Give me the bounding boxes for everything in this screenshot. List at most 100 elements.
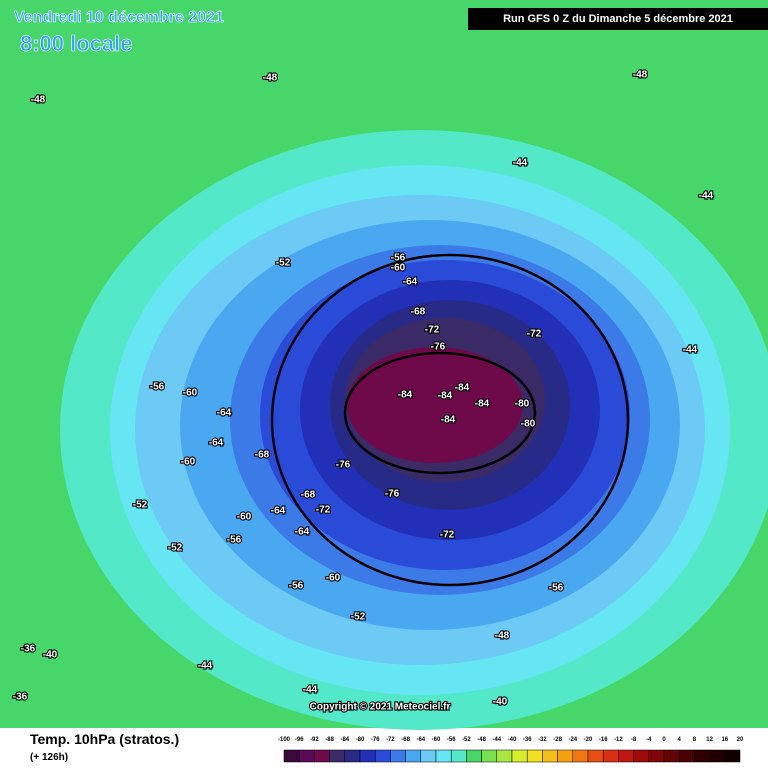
- contour-label: -52: [351, 612, 366, 623]
- legend-swatch: [481, 749, 498, 763]
- legend-tick-label: -92: [310, 737, 319, 743]
- temperature-field: [60, 130, 768, 730]
- legend-tick-label: -72: [386, 737, 395, 743]
- legend-swatch: [678, 749, 695, 763]
- legend-tick-label: -36: [523, 737, 532, 743]
- contour-label: -64: [271, 506, 286, 517]
- contour-label: -80: [521, 419, 536, 430]
- contour-labels: -84 -84-84-84-84-80-80-76-72 -72-68-64-60-…: [12, 69, 715, 709]
- contour-label: -84: [441, 415, 456, 426]
- contour-label: -56: [391, 253, 406, 264]
- legend-tick-label: 16: [721, 737, 728, 743]
- contour-line: [270, 253, 630, 587]
- legend-tick-label: -56: [447, 737, 456, 743]
- legend-tick-label: -64: [416, 737, 425, 743]
- contour-label: -52: [276, 258, 291, 269]
- legend-swatch: [496, 749, 513, 763]
- legend-swatch: [724, 749, 741, 763]
- contour-label: -84: [398, 390, 413, 401]
- contour-label: -84: [438, 391, 453, 402]
- legend-swatch: [314, 749, 330, 763]
- legend-swatch: [359, 749, 376, 763]
- parameter: Temp. 10hPa (stratos.): [30, 731, 179, 747]
- legend-swatch: [709, 749, 726, 763]
- contour-label: -76: [431, 342, 446, 353]
- contour-label: -68: [411, 307, 426, 318]
- local-time: 8:00 locale: [20, 31, 133, 56]
- contour-label: -40: [43, 650, 58, 661]
- contour-label: -60: [237, 512, 252, 523]
- contour-label: -52: [133, 500, 148, 511]
- contour-label: -48: [495, 631, 510, 642]
- legend-swatch: [329, 749, 346, 763]
- legend-tick-label: -24: [568, 737, 577, 743]
- legend-tick-label: 4: [678, 737, 682, 743]
- legend-tick-label: -52: [462, 737, 471, 743]
- contour-label: -72: [527, 329, 542, 340]
- legend-tick-label: -16: [599, 737, 608, 743]
- legend-swatch: [511, 749, 528, 763]
- legend-swatch: [694, 749, 710, 763]
- contour-label: -44: [683, 345, 698, 356]
- legend-swatch: [390, 749, 406, 763]
- legend-swatch: [526, 749, 543, 763]
- valid-date: Vendredi 10 décembre 2021: [14, 9, 224, 26]
- legend-tick-label: 8: [693, 737, 697, 743]
- legend-swatch: [618, 749, 634, 763]
- contour-label: -64: [209, 438, 224, 449]
- legend-swatch: [466, 749, 482, 763]
- legend-swatch: [374, 749, 391, 763]
- contour-label: -48: [31, 95, 46, 106]
- legend-tick-label: -100: [278, 737, 291, 743]
- legend-tick-label: 0: [662, 737, 666, 743]
- contour-label: -64: [217, 408, 232, 419]
- contour-label: -56: [227, 535, 242, 546]
- contour-label: -44: [513, 158, 528, 169]
- legend-swatch: [663, 749, 680, 763]
- contour-label: -56: [549, 583, 564, 594]
- legend-tick-label: -4: [646, 737, 652, 743]
- legend-tick-label: -40: [508, 737, 517, 743]
- legend-swatch: [542, 749, 558, 763]
- contour-label: -44: [699, 191, 714, 202]
- contour-label: -56: [150, 382, 165, 393]
- contour-label: -44: [303, 685, 318, 696]
- legend-tick-label: -68: [401, 737, 410, 743]
- contour-label: -84: [455, 383, 470, 394]
- legend-tick-label: -28: [553, 737, 562, 743]
- legend-tick-label: -32: [538, 737, 547, 743]
- legend-swatch: [283, 749, 300, 763]
- legend-swatch: [450, 749, 467, 763]
- legend-tick-label: 12: [706, 737, 713, 743]
- run-box: [468, 8, 768, 30]
- contour-label: -60: [391, 263, 406, 274]
- legend-swatch: [435, 749, 452, 763]
- color-legend: -100 -96 -92 -88 -84 -80 -76 -72 -68 -64 -60 -56 -52…: [278, 737, 744, 763]
- contour-line: [343, 351, 537, 475]
- contour-label: -84: [475, 399, 490, 410]
- legend-swatch: [602, 749, 619, 763]
- legend-swatch: [420, 749, 437, 763]
- contour-label: -48: [633, 70, 648, 81]
- legend-tick-label: -80: [356, 737, 365, 743]
- legend-tick-label: -88: [325, 737, 334, 743]
- run-title: Run GFS 0 Z du Dimanche 5 décembre 2021: [503, 13, 733, 25]
- legend-swatch: [298, 749, 315, 763]
- contour-label: -72: [316, 505, 331, 516]
- contour-label: -72: [440, 530, 455, 541]
- contour-label: -36: [13, 692, 28, 703]
- contour-label: -72: [425, 325, 440, 336]
- field-band: [347, 347, 523, 463]
- legend-swatch: [633, 749, 650, 763]
- legend-tick-label: -8: [631, 737, 637, 743]
- legend-tick-label: -76: [371, 737, 380, 743]
- legend-tick-label: 20: [737, 737, 744, 743]
- legend-tick-label: -48: [477, 737, 486, 743]
- contour-label: -68: [301, 490, 316, 501]
- contour-label: -80: [515, 399, 530, 410]
- contour-label: -36: [21, 644, 36, 655]
- contour-label: -64: [295, 527, 310, 538]
- contour-label: -44: [198, 661, 213, 672]
